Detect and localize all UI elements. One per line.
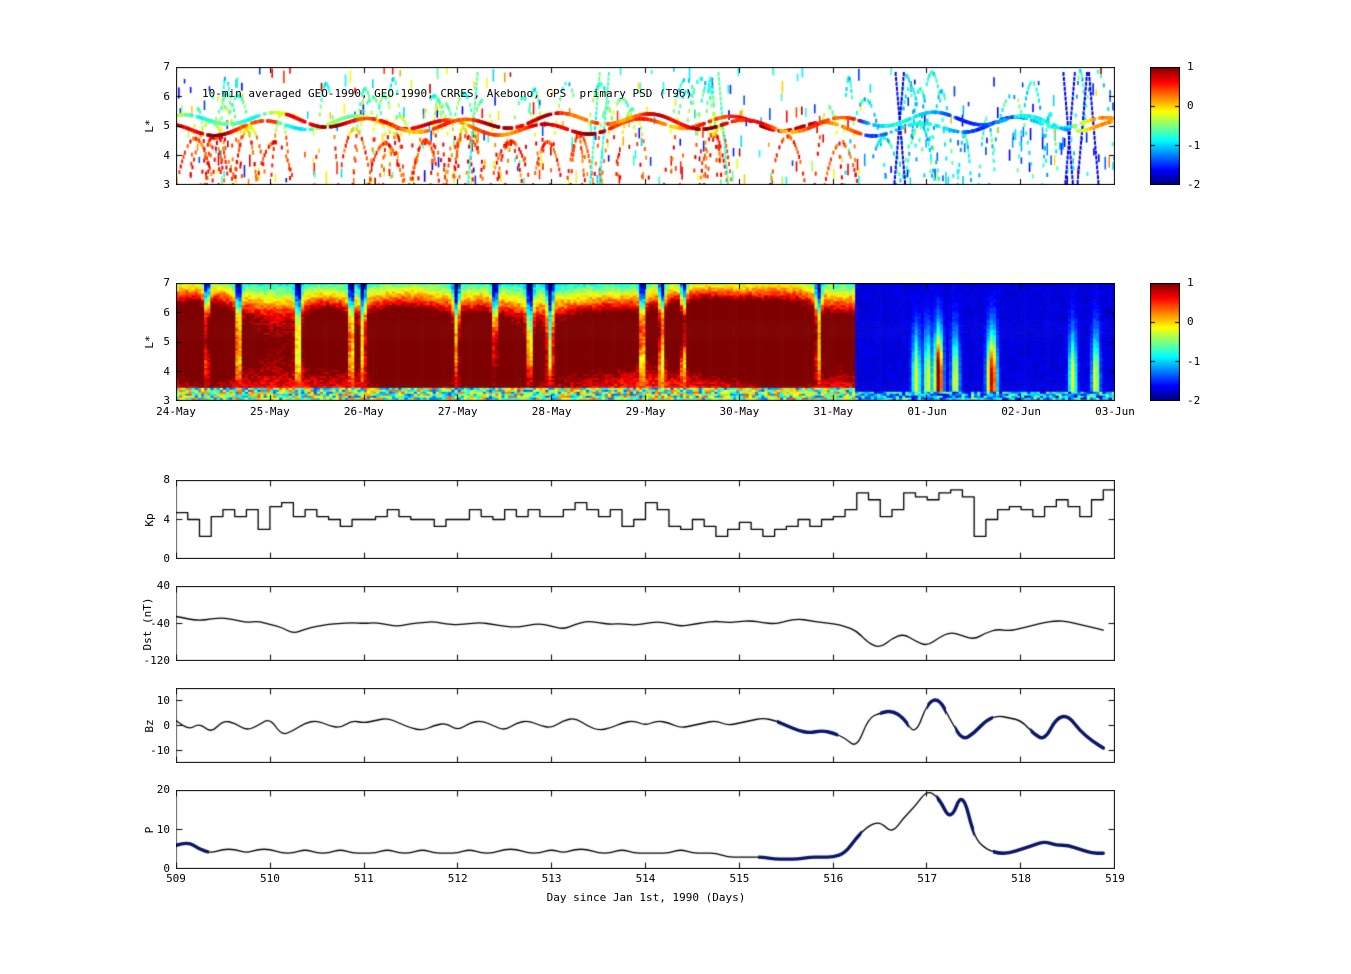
ytick-label: 0 — [163, 718, 170, 732]
date-tick-label: 24-May — [156, 405, 196, 418]
ytick-label: 3 — [163, 394, 170, 407]
psd-scatter-panel — [176, 67, 1115, 185]
ytick-label: 40 — [156, 579, 170, 592]
ytick-label: 4 — [163, 512, 170, 526]
ytick-label: 5 — [163, 119, 170, 132]
xtick-label: 513 — [541, 872, 562, 885]
ytick-label: -40 — [150, 616, 170, 630]
bz-line-panel — [176, 688, 1115, 763]
date-tick-label: 01-Jun — [907, 405, 948, 418]
ytick-label: 6 — [163, 305, 170, 319]
kp-line-panel — [176, 480, 1115, 559]
ytick-label: 5 — [163, 335, 170, 348]
colorbar-tick-label: 1 — [1187, 60, 1194, 73]
date-tick-label: 02-Jun — [1001, 405, 1041, 418]
xtick-label: 509 — [166, 872, 186, 885]
xtick-label: 510 — [259, 872, 280, 885]
xtick-label: 512 — [447, 872, 468, 885]
colorbar-tick-label: -1 — [1187, 138, 1201, 152]
xtick-label: 514 — [635, 872, 656, 885]
ytick-label: 4 — [163, 148, 170, 162]
date-tick-label: 31-May — [813, 405, 854, 418]
xtick-label: 517 — [917, 872, 938, 885]
colorbar-tick-label: 0 — [1187, 315, 1194, 329]
psd-model-heatmap-panel — [176, 283, 1115, 401]
xaxis-label: Day since Jan 1st, 1990 (Days) — [546, 891, 746, 904]
ytick-label: 3 — [163, 178, 170, 191]
ytick-label: 0 — [163, 552, 170, 565]
dst-line-panel — [176, 586, 1115, 661]
date-tick-label: 30-May — [719, 405, 760, 418]
ytick-label: 10 — [156, 822, 170, 836]
date-tick-label: 25-May — [250, 405, 290, 418]
date-tick-label: 27-May — [437, 405, 478, 418]
date-tick-label: 03-Jun — [1095, 405, 1135, 418]
ytick-label: 4 — [163, 364, 170, 378]
ytick-label: 6 — [163, 89, 170, 103]
colorbar-bottom — [1150, 283, 1180, 401]
date-tick-label: 29-May — [625, 405, 666, 418]
ytick-label: 7 — [163, 60, 170, 73]
colorbar-tick-label: 0 — [1187, 99, 1194, 113]
colorbar-tick-label: -1 — [1187, 354, 1201, 368]
colorbar-top — [1150, 67, 1180, 185]
ytick-label: -10 — [150, 743, 170, 757]
ytick-label: 10 — [156, 693, 170, 707]
xtick-label: 511 — [353, 872, 374, 885]
date-tick-label: 26-May — [343, 405, 384, 418]
date-tick-label: 28-May — [531, 405, 572, 418]
colorbar-tick-label: 1 — [1187, 276, 1194, 289]
xtick-label: 518 — [1011, 872, 1032, 885]
ytick-label: 20 — [156, 783, 170, 796]
xtick-label: 519 — [1105, 872, 1125, 885]
xtick-label: 515 — [729, 872, 750, 885]
colorbar-tick-label: -2 — [1187, 394, 1201, 407]
ytick-label: -120 — [143, 654, 171, 667]
plot-title: 10-min averaged GEO-1990, GEO-1990, CRRE… — [202, 87, 693, 100]
ytick-label: 7 — [163, 276, 170, 289]
colorbar-tick-label: -2 — [1187, 178, 1201, 191]
ytick-label: 8 — [163, 473, 170, 486]
pressure-line-panel — [176, 790, 1115, 869]
ytick-label: 0 — [163, 862, 170, 875]
xtick-label: 516 — [823, 872, 844, 885]
